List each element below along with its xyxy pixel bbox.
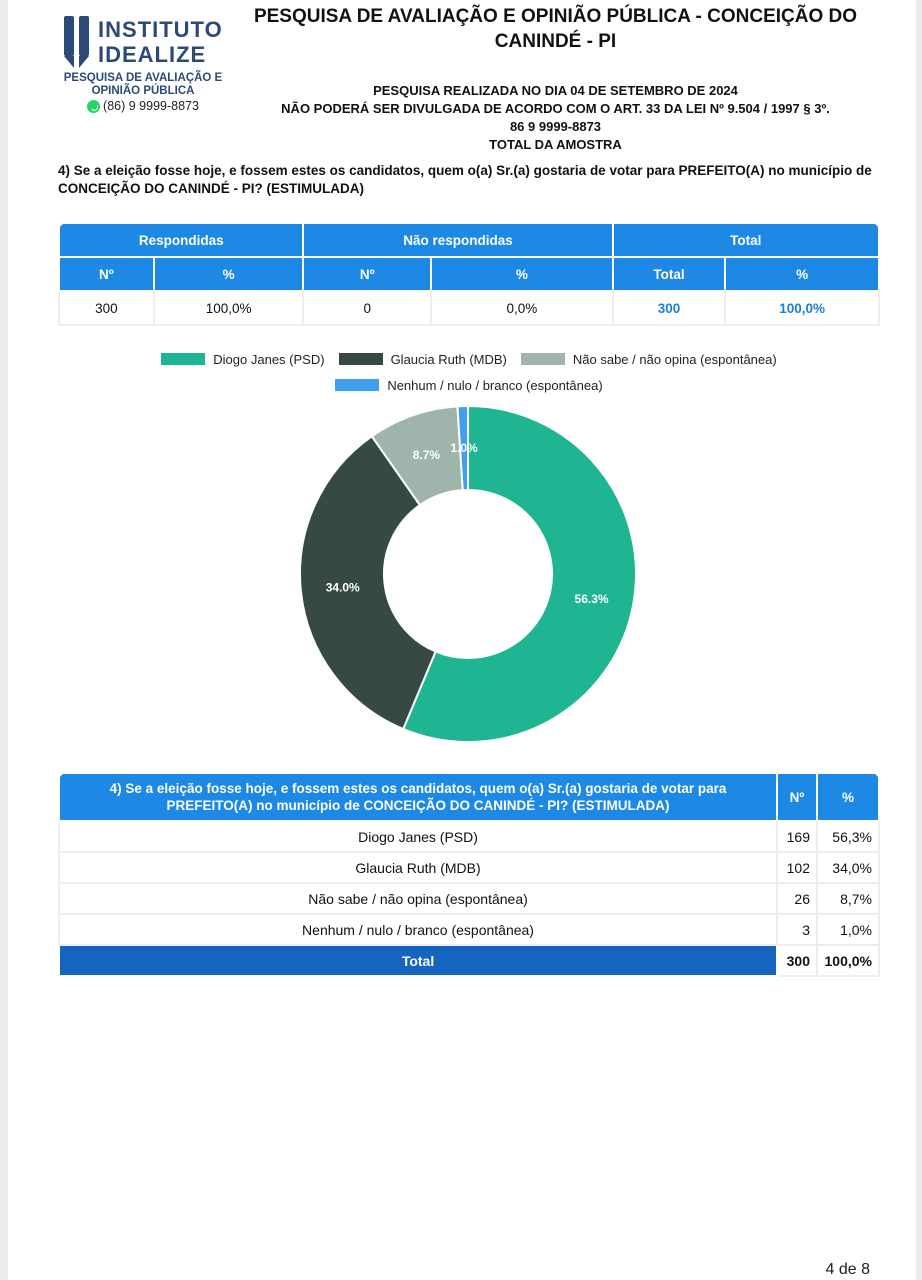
legend-swatch: [338, 353, 383, 365]
candidate-label: Não sabe / não opina (espontânea): [57, 882, 779, 915]
legend-item: Não sabe / não opina (espontânea): [520, 351, 777, 367]
legend-item: Glaucia Ruth (MDB): [338, 351, 507, 367]
summary-cell: 0,0%: [430, 290, 614, 326]
legend-swatch: [161, 353, 206, 365]
summary-cell: 0: [302, 290, 433, 326]
logo-name-line1: INSTITUTO: [98, 17, 223, 42]
table-row: Glaucia Ruth (MDB) 102 34,0%: [57, 851, 880, 884]
legal-notice: NÃO PODERÁ SER DIVULGADA DE ACORDO COM O…: [281, 101, 830, 116]
summary-cell: 300: [611, 290, 727, 326]
candidate-label: Nenhum / nulo / branco (espontânea): [57, 913, 779, 946]
summary-group-unanswered: Não respondidas: [302, 222, 614, 258]
results-question-header: 4) Se a eleição fosse hoje, e fossem est…: [57, 772, 779, 822]
candidate-label: Diogo Janes (PSD): [57, 820, 779, 853]
summary-group-answered: Respondidas: [57, 222, 305, 258]
logo-subtitle: PESQUISA DE AVALIAÇÃO E OPINIÃO PÚBLICA: [63, 72, 223, 97]
candidate-count: 3: [776, 913, 818, 946]
legend-label: Glaucia Ruth (MDB): [390, 351, 507, 367]
logo-phone: (86) 9 9999-8873: [103, 99, 199, 113]
legend-item: Nenhum / nulo / branco (espontânea): [335, 377, 603, 393]
results-pct-header: %: [816, 772, 880, 822]
survey-info: PESQUISA REALIZADA NO DIA 04 DE SETEMBRO…: [233, 82, 878, 154]
page-number: 4 de 8: [825, 1261, 870, 1278]
legend-swatch: [335, 379, 380, 391]
candidate-count: 26: [776, 882, 818, 915]
summary-table: Respondidas Não respondidas Total Nº % N…: [57, 222, 881, 326]
summary-subheader: Nº: [58, 256, 155, 292]
summary-group-total: Total: [611, 222, 881, 258]
donut-slice: [299, 434, 437, 731]
summary-subheader: %: [724, 256, 880, 292]
table-row: Nenhum / nulo / branco (espontânea) 3 1,…: [57, 913, 880, 946]
donut-slice: [456, 404, 469, 492]
results-table: 4) Se a eleição fosse hoje, e fossem est…: [57, 772, 880, 977]
donut-chart-svg: 56.3% 34.0% 8.7% 1.0%: [299, 404, 637, 743]
slice-label: 34.0%: [326, 580, 360, 594]
chart-legend: Diogo Janes (PSD) Glaucia Ruth (MDB) Não…: [58, 348, 880, 400]
info-phone: 86 9 9999-8873: [509, 119, 602, 134]
legend-label: Não sabe / não opina (espontânea): [572, 351, 777, 367]
summary-cell: 100,0%: [152, 290, 305, 326]
donut-chart: 56.3% 34.0% 8.7% 1.0%: [298, 404, 638, 744]
candidate-label: Glaucia Ruth (MDB): [57, 851, 779, 884]
total-count: 300: [776, 944, 818, 977]
candidate-pct: 34,0%: [816, 851, 880, 884]
logo-mark-icon: [62, 14, 92, 70]
total-label: Total: [57, 944, 779, 977]
donut-slice: [401, 404, 637, 743]
slice-label: 1.0%: [450, 441, 478, 455]
summary-subheader: %: [152, 256, 305, 292]
legend-label: Diogo Janes (PSD): [213, 351, 325, 367]
table-row: Não sabe / não opina (espontânea) 26 8,7…: [57, 882, 880, 915]
summary-subheader: %: [430, 256, 614, 292]
summary-cell: 100,0%: [724, 290, 880, 326]
summary-cell: 300: [58, 290, 155, 326]
sample-label: TOTAL DA AMOSTRA: [489, 137, 622, 152]
candidate-count: 102: [776, 851, 818, 884]
survey-date: PESQUISA REALIZADA NO DIA 04 DE SETEMBRO…: [373, 83, 738, 98]
table-row: Diogo Janes (PSD) 169 56,3%: [57, 820, 880, 853]
candidate-pct: 56,3%: [816, 820, 880, 853]
slice-label: 8.7%: [413, 448, 441, 462]
legend-swatch: [520, 353, 565, 365]
report-page: INSTITUTO IDEALIZE PESQUISA DE AVALIAÇÃO…: [8, 0, 916, 1280]
summary-subheader: Nº: [302, 256, 433, 292]
legend-item: Diogo Janes (PSD): [161, 351, 325, 367]
total-row: Total 300 100,0%: [57, 944, 880, 977]
question-text: 4) Se a eleição fosse hoje, e fossem est…: [58, 163, 872, 196]
candidate-count: 169: [776, 820, 818, 853]
logo-name-line2: IDEALIZE: [98, 42, 207, 67]
whatsapp-icon: [87, 99, 101, 113]
legend-label: Nenhum / nulo / branco (espontânea): [387, 377, 603, 393]
page-title: PESQUISA DE AVALIAÇÃO E OPINIÃO PÚBLICA …: [253, 6, 858, 52]
candidate-pct: 8,7%: [816, 882, 880, 915]
institute-logo: INSTITUTO IDEALIZE PESQUISA DE AVALIAÇÃO…: [60, 14, 230, 113]
results-count-header: Nº: [776, 772, 818, 822]
summary-subheader: Total: [611, 256, 727, 292]
candidate-pct: 1,0%: [816, 913, 880, 946]
slice-label: 56.3%: [575, 592, 609, 606]
total-pct: 100,0%: [816, 944, 880, 977]
